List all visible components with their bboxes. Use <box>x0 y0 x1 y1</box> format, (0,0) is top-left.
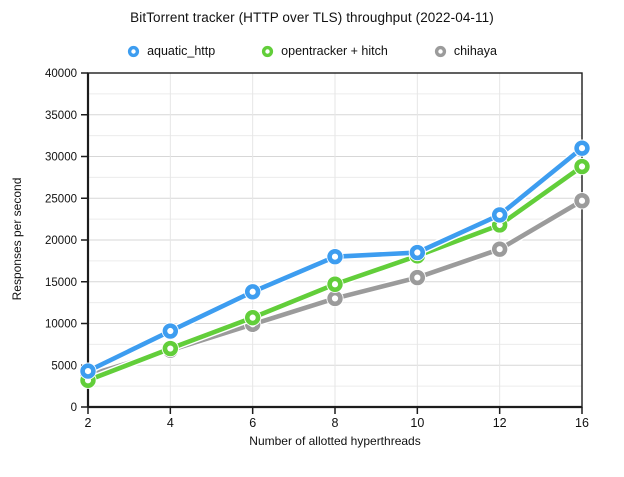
x-tick-label: 4 <box>167 416 174 430</box>
legend-label: aquatic_http <box>147 44 216 58</box>
data-point <box>327 276 343 292</box>
data-point <box>574 140 590 156</box>
y-tick-label: 10000 <box>45 319 77 331</box>
data-point <box>327 290 343 307</box>
legend-ring-icon <box>434 45 446 57</box>
y-tick-label: 15000 <box>45 277 77 289</box>
y-tick-label: 40000 <box>45 68 77 80</box>
data-point <box>80 363 96 379</box>
y-tick-label: 30000 <box>45 152 77 164</box>
data-point <box>162 340 179 357</box>
data-point <box>574 193 590 209</box>
x-tick-label: 6 <box>249 416 256 430</box>
tick-labels: 0 5000 10000 15000 20000 25000 30000 35000 40000… <box>45 68 589 430</box>
series-aquatic_http <box>79 139 591 380</box>
y-tick-label: 35000 <box>45 110 77 122</box>
data-point <box>244 309 261 326</box>
x-axis-title: Number of allotted hyperthreads <box>249 434 421 448</box>
axes <box>81 72 583 414</box>
data-point <box>409 244 426 261</box>
y-tick-label: 25000 <box>45 193 77 205</box>
legend-label: opentracker + hitch <box>281 44 388 58</box>
y-axis-title: Responses per second <box>10 177 24 301</box>
legend-item-chihaya: chihaya <box>434 44 497 58</box>
data-point <box>574 158 590 175</box>
x-tick-label: 2 <box>85 416 92 430</box>
data-point <box>244 284 261 300</box>
chart-title: BitTorrent tracker (HTTP over TLS) throu… <box>130 10 494 25</box>
chart-legend: aquatic_http opentracker + hitch chihaya <box>0 44 624 58</box>
legend-item-aquatic_http: aquatic_http <box>127 44 215 58</box>
legend-item-opentracker-hitch: opentracker + hitch <box>261 44 388 58</box>
series-opentracker-hitch <box>79 157 591 389</box>
x-tick-label: 12 <box>493 416 507 430</box>
x-tick-label: 16 <box>575 416 589 430</box>
data-point <box>409 269 426 286</box>
data-point <box>162 323 179 339</box>
x-tick-label: 8 <box>332 416 339 430</box>
y-tick-label: 20000 <box>45 235 77 247</box>
data-point <box>491 241 508 257</box>
legend-ring-icon <box>127 45 140 57</box>
y-tick-label: 0 <box>71 402 77 414</box>
y-tick-label: 5000 <box>51 360 77 372</box>
data-point <box>327 249 343 265</box>
data-point <box>491 207 508 223</box>
legend-ring-icon <box>262 45 274 57</box>
x-tick-label: 10 <box>410 416 424 430</box>
legend-label: chihaya <box>453 44 497 58</box>
